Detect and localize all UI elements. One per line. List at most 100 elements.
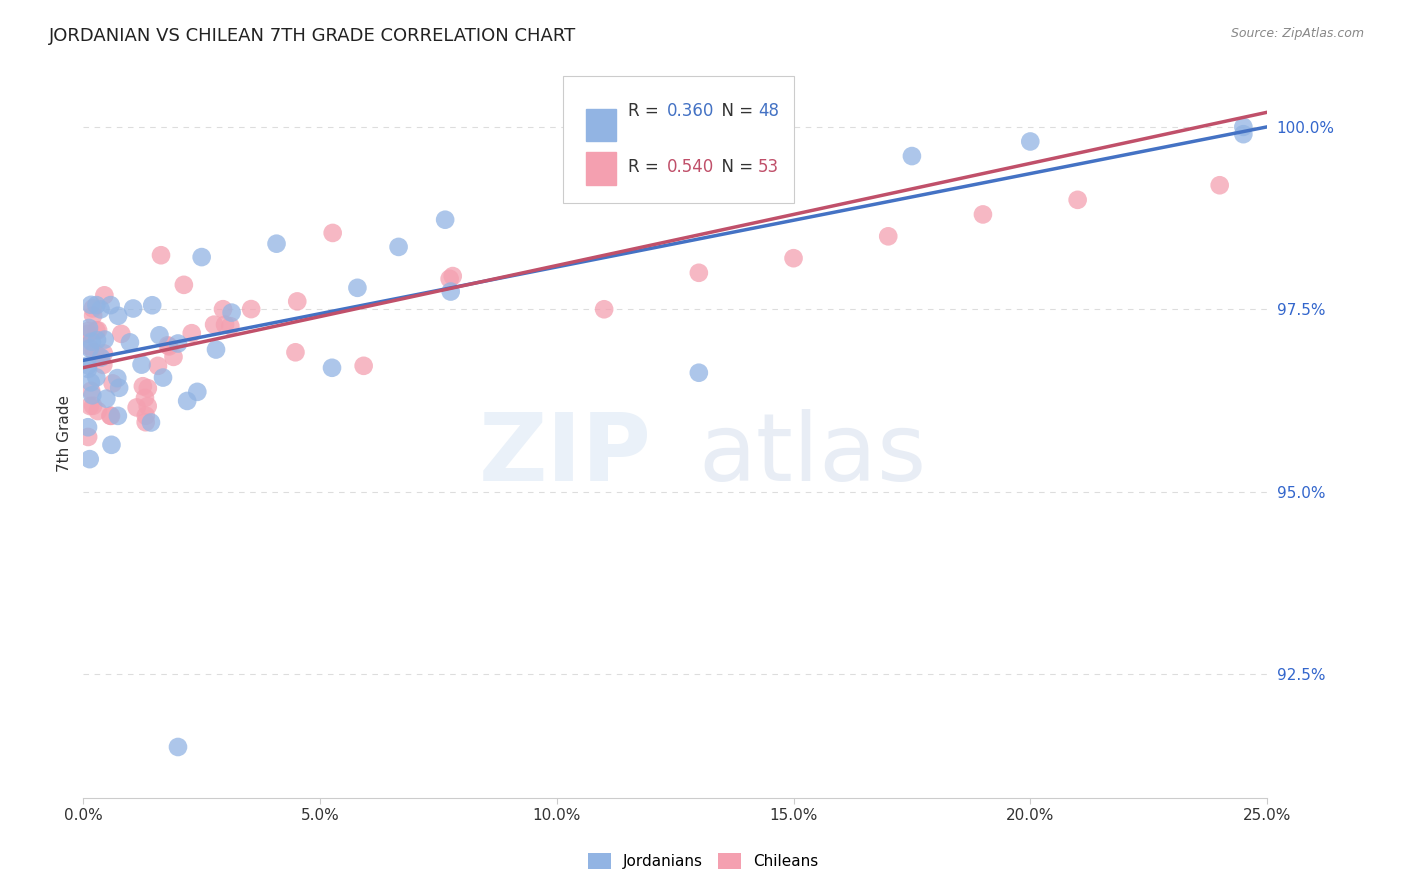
- Point: [108, 381, 131, 395]
- Point: [167, 739, 190, 754]
- Point: [82, 388, 104, 402]
- Point: [77, 362, 100, 376]
- Point: [162, 350, 184, 364]
- Point: [107, 309, 129, 323]
- Point: [100, 298, 122, 312]
- Point: [441, 269, 464, 284]
- Point: [202, 318, 225, 332]
- Point: [156, 338, 179, 352]
- Point: [107, 409, 129, 423]
- Point: [186, 384, 208, 399]
- Point: [205, 343, 228, 357]
- Point: [79, 342, 101, 356]
- Point: [1066, 193, 1088, 207]
- Point: [221, 305, 243, 319]
- Point: [1232, 120, 1254, 134]
- Point: [105, 371, 128, 385]
- Point: [96, 392, 118, 406]
- Text: R =: R =: [628, 158, 664, 176]
- Point: [91, 358, 114, 372]
- Point: [90, 351, 112, 365]
- Text: R =: R =: [628, 102, 664, 120]
- Point: [101, 376, 124, 391]
- Point: [77, 430, 100, 444]
- Point: [212, 302, 235, 317]
- Point: [439, 272, 461, 286]
- Point: [1019, 135, 1042, 149]
- Point: [83, 345, 105, 359]
- Point: [131, 358, 153, 372]
- Text: ZIP: ZIP: [478, 409, 651, 501]
- Point: [353, 359, 375, 373]
- Point: [176, 393, 198, 408]
- Point: [110, 326, 132, 341]
- Point: [100, 438, 122, 452]
- Point: [180, 326, 202, 341]
- Point: [135, 409, 157, 423]
- Point: [240, 302, 263, 317]
- Point: [593, 302, 616, 317]
- FancyBboxPatch shape: [562, 76, 793, 203]
- Point: [322, 226, 344, 240]
- Point: [93, 346, 115, 360]
- Point: [87, 349, 110, 363]
- Bar: [586, 109, 616, 142]
- Point: [132, 379, 155, 393]
- Point: [136, 381, 159, 395]
- Point: [80, 384, 103, 398]
- Point: [82, 309, 104, 323]
- Point: [1208, 178, 1230, 193]
- Point: [79, 399, 101, 413]
- Point: [98, 409, 121, 423]
- Point: [688, 266, 710, 280]
- Point: [148, 328, 170, 343]
- Point: [136, 399, 159, 413]
- Point: [80, 298, 103, 312]
- Point: [782, 251, 804, 265]
- Text: JORDANIAN VS CHILEAN 7TH GRADE CORRELATION CHART: JORDANIAN VS CHILEAN 7TH GRADE CORRELATI…: [49, 27, 576, 45]
- Point: [87, 323, 110, 337]
- Point: [135, 415, 157, 429]
- Point: [434, 212, 457, 227]
- Point: [84, 323, 107, 337]
- Text: N =: N =: [710, 158, 758, 176]
- Point: [77, 324, 100, 338]
- Point: [901, 149, 924, 163]
- Point: [157, 339, 180, 353]
- Text: atlas: atlas: [699, 409, 927, 501]
- Bar: [586, 153, 616, 186]
- Text: N =: N =: [710, 102, 758, 120]
- Legend: Jordanians, Chileans: Jordanians, Chileans: [582, 847, 824, 875]
- Point: [1232, 127, 1254, 141]
- Point: [214, 318, 236, 332]
- Point: [79, 452, 101, 467]
- Text: 0.540: 0.540: [666, 158, 714, 176]
- Point: [77, 326, 100, 341]
- Point: [141, 298, 163, 312]
- Point: [190, 250, 212, 264]
- Point: [173, 277, 195, 292]
- Point: [146, 359, 169, 373]
- Point: [93, 288, 115, 302]
- Point: [77, 359, 100, 373]
- Point: [152, 370, 174, 384]
- Point: [321, 360, 343, 375]
- Point: [150, 248, 173, 262]
- Point: [972, 207, 994, 221]
- Point: [77, 321, 100, 335]
- Point: [284, 345, 307, 359]
- Point: [134, 391, 156, 405]
- Point: [87, 404, 110, 418]
- Point: [86, 298, 108, 312]
- Point: [77, 339, 100, 353]
- Text: Source: ZipAtlas.com: Source: ZipAtlas.com: [1230, 27, 1364, 40]
- Text: 0.360: 0.360: [666, 102, 714, 120]
- Text: 53: 53: [758, 158, 779, 176]
- Point: [80, 376, 103, 390]
- Point: [139, 416, 162, 430]
- Point: [77, 420, 100, 434]
- Point: [688, 366, 710, 380]
- Y-axis label: 7th Grade: 7th Grade: [58, 395, 72, 472]
- Point: [285, 294, 308, 309]
- Text: 48: 48: [758, 102, 779, 120]
